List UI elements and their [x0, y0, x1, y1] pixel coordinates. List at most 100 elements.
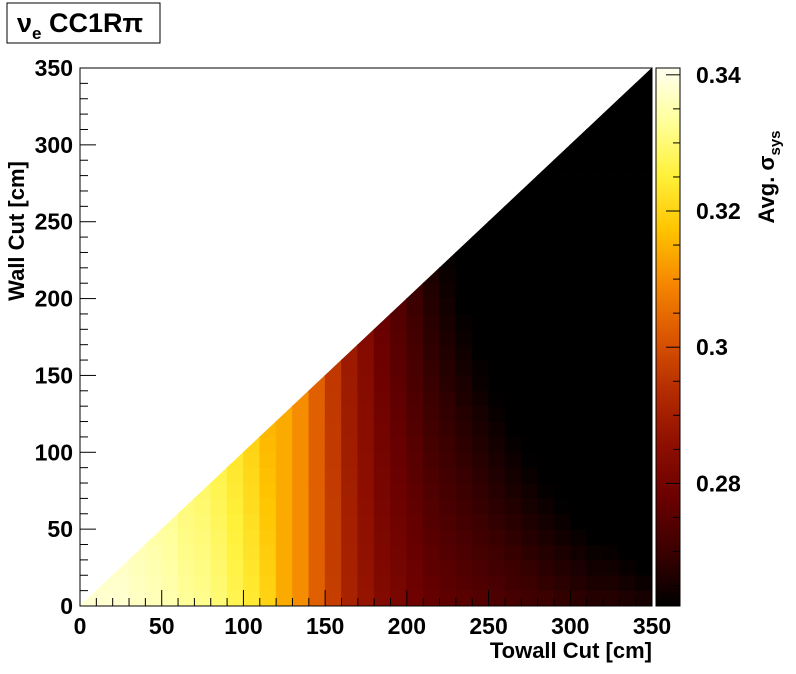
heatmap-cell	[455, 498, 473, 515]
heatmap-cell	[357, 482, 375, 499]
heatmap-cell	[390, 436, 408, 453]
heatmap-cell	[488, 421, 506, 438]
heatmap-cell	[619, 467, 636, 484]
heatmap-cell	[553, 221, 571, 238]
heatmap-cell	[635, 236, 653, 253]
heatmap-cell	[455, 528, 473, 545]
heatmap-cell	[537, 559, 555, 576]
heatmap-cell	[504, 451, 522, 468]
heatmap-cell	[210, 590, 228, 607]
heatmap-cell	[275, 451, 293, 468]
heatmap-cell	[259, 436, 277, 453]
heatmap-cell	[602, 129, 620, 146]
heatmap-cell	[602, 436, 620, 453]
heatmap-cell	[324, 574, 342, 591]
heatmap-cell	[569, 574, 587, 591]
heatmap-cell	[619, 390, 636, 407]
heatmap-cell	[586, 559, 604, 576]
heatmap-cell	[488, 390, 506, 407]
heatmap-cell	[292, 574, 310, 591]
heatmap-cell	[569, 482, 587, 499]
heatmap-cell	[373, 482, 391, 499]
heatmap-cell	[619, 544, 636, 561]
heatmap-cell	[586, 436, 604, 453]
heatmap-cell	[406, 467, 424, 484]
heatmap-cell	[520, 375, 538, 392]
heatmap-cell	[635, 144, 653, 161]
heatmap-cell	[520, 359, 538, 376]
heatmap-cell	[471, 375, 489, 392]
heatmap-cell	[586, 175, 604, 192]
heatmap-cell	[406, 482, 424, 499]
heatmap-cell	[520, 313, 538, 330]
heatmap-cell	[324, 390, 342, 407]
heatmap-cell	[586, 252, 604, 269]
heatmap-cell	[504, 206, 522, 223]
heatmap-cell	[439, 436, 457, 453]
heatmap-cell	[635, 528, 653, 545]
heatmap-cell	[341, 528, 359, 545]
heatmap-cell	[504, 390, 522, 407]
heatmap-cell	[586, 421, 604, 438]
heatmap-cell	[504, 405, 522, 422]
heatmap-cell	[243, 559, 261, 576]
heatmap-cell	[602, 344, 620, 361]
heatmap-cell	[504, 344, 522, 361]
heatmap-cell	[471, 359, 489, 376]
heatmap-cell	[520, 421, 538, 438]
heatmap-cell	[586, 236, 604, 253]
heatmap-cell	[455, 590, 473, 607]
heatmap-cell	[553, 206, 571, 223]
heatmap-cell	[422, 359, 440, 376]
heatmap-cell	[553, 528, 571, 545]
heatmap-cell	[520, 559, 538, 576]
heatmap-cell	[619, 313, 636, 330]
heatmap-cell	[308, 544, 326, 561]
heatmap-cell	[210, 498, 228, 515]
heatmap-cell	[177, 559, 195, 576]
heatmap-cell	[569, 405, 587, 422]
heatmap-cell	[341, 498, 359, 515]
heatmap-cell	[275, 528, 293, 545]
heatmap-cell	[275, 421, 293, 438]
heatmap-cell	[537, 359, 555, 376]
heatmap-cell	[275, 436, 293, 453]
heatmap-cell	[504, 359, 522, 376]
heatmap-cell	[488, 267, 506, 284]
heatmap-cell	[259, 467, 277, 484]
heatmap-cell	[243, 590, 261, 607]
heatmap-cell	[455, 329, 473, 345]
heatmap-cell	[455, 451, 473, 468]
heatmap-cell	[471, 236, 489, 253]
heatmap-cell	[635, 282, 653, 299]
heatmap-cell	[569, 375, 587, 392]
heatmap-cell	[471, 467, 489, 484]
heatmap-cell	[243, 513, 261, 530]
heatmap-cell	[488, 574, 506, 591]
colorbar-label-sigma: σ	[754, 155, 779, 170]
heatmap-cell	[537, 267, 555, 284]
heatmap-cell	[177, 574, 195, 591]
heatmap-cell	[357, 344, 375, 361]
heatmap-cell	[373, 590, 391, 607]
heatmap-cell	[619, 451, 636, 468]
chart-title: νe CC1Rπ	[17, 8, 143, 43]
heatmap-cell	[602, 313, 620, 330]
title-nu-subscript: e	[32, 24, 41, 43]
heatmap-cell	[586, 451, 604, 468]
heatmap-cell	[455, 282, 473, 299]
heatmap-cell	[504, 421, 522, 438]
heatmap-cell	[406, 329, 424, 345]
heatmap-cell	[553, 498, 571, 515]
heatmap-cell	[292, 559, 310, 576]
heatmap-cell	[602, 159, 620, 176]
heatmap-cell	[422, 559, 440, 576]
heatmap-cell	[569, 252, 587, 269]
heatmap-cell	[537, 451, 555, 468]
heatmap-cell	[553, 159, 571, 176]
heatmap-cell	[471, 329, 489, 345]
heatmap-cell	[586, 129, 604, 146]
heatmap-cell	[504, 298, 522, 315]
heatmap-cell	[373, 451, 391, 468]
heatmap-cell	[406, 421, 424, 438]
